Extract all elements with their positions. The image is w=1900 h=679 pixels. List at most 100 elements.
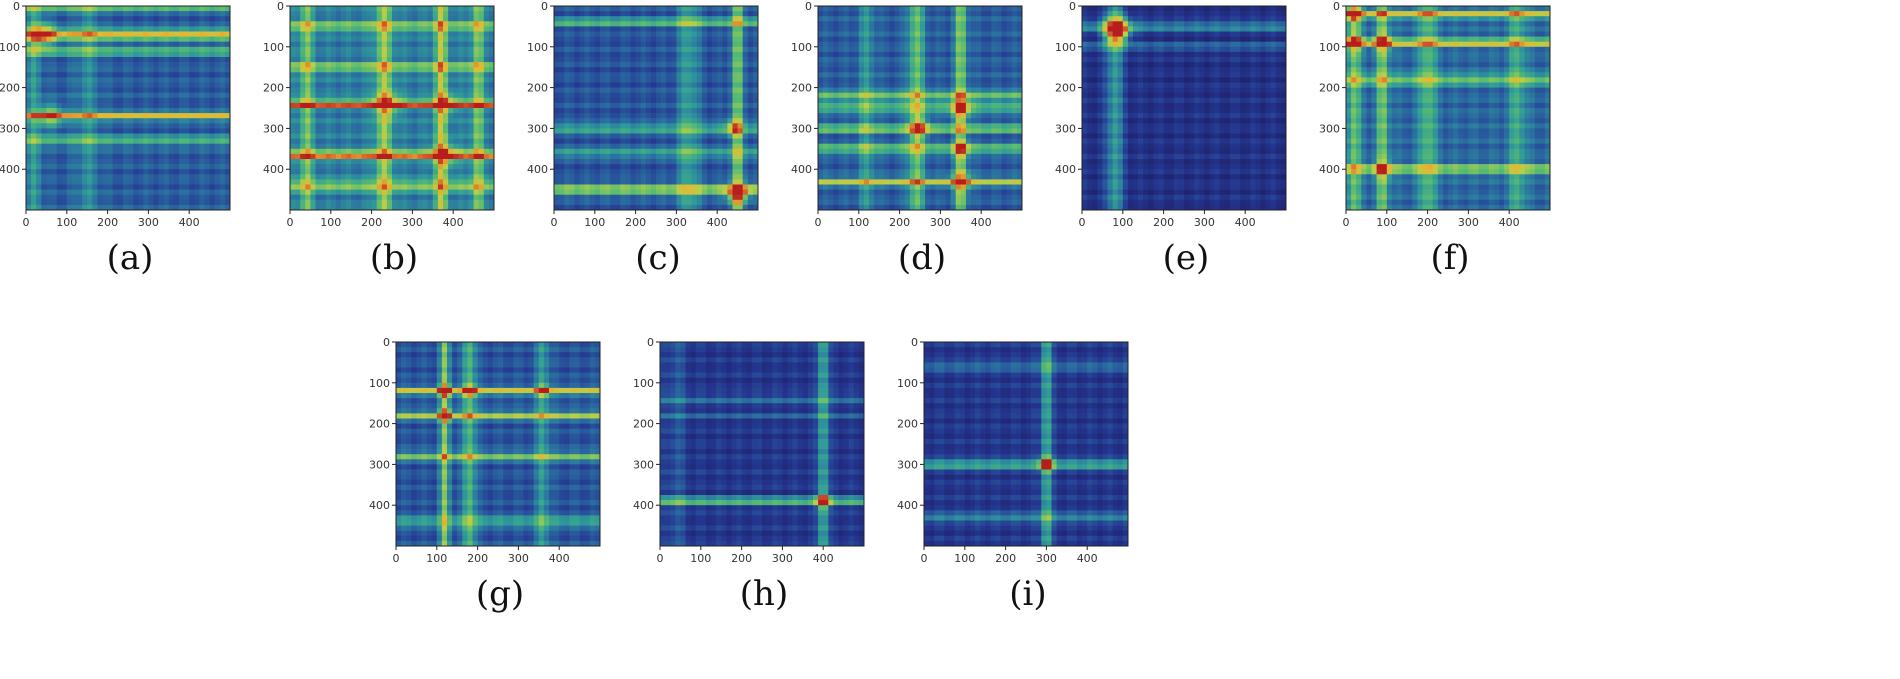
heatmap-cell [138,143,144,150]
heatmap-cell [209,26,216,32]
heatmap-cell [204,194,210,201]
heatmap-cell [82,138,88,145]
heatmap-cell [36,57,42,63]
heatmap-cell [392,72,398,78]
heatmap-cell [87,164,93,170]
heatmap-cell [184,143,190,150]
heatmap-cell [742,41,749,48]
heatmap-cell [26,36,32,43]
heatmap-cell [752,11,759,17]
heatmap-cell [31,41,37,48]
heatmap-cell [71,199,78,206]
heatmap-cell [468,26,474,32]
heatmap-cell [219,184,226,190]
heatmap-cell [107,102,114,109]
heatmap-cell [189,31,195,37]
heatmap-cell [417,102,423,109]
heatmap-cell [361,118,367,124]
heatmap-cell [686,184,693,190]
heatmap-cell [163,199,170,206]
heatmap-cell [163,108,170,114]
heatmap-cell [41,57,47,63]
heatmap-cell [361,41,367,48]
heatmap-cell [320,36,327,43]
heatmap-cell [381,143,388,150]
heatmap-cell [153,57,159,63]
heatmap-cell [26,67,32,73]
heatmap-cell [635,164,642,170]
heatmap-cell [752,16,759,22]
heatmap-cell [564,67,570,73]
heatmap-cell [112,184,119,190]
heatmap-cell [184,21,190,27]
heatmap-cell [914,6,921,12]
heatmap-cell [330,92,337,99]
heatmap-cell [366,118,372,124]
heatmap-cell [605,153,611,160]
heatmap-cell [717,16,723,22]
heatmap-cell [173,199,180,206]
heatmap-cell [453,148,459,155]
heatmap-cell [346,51,352,58]
heatmap-cell [122,67,129,73]
heatmap-cell [483,169,490,175]
heatmap-cell [56,164,63,170]
heatmap-cell [92,159,98,165]
heatmap-cell [189,62,195,68]
heatmap-cell [300,199,306,206]
heatmap-cell [310,16,316,22]
heatmap-cell [97,46,103,53]
heatmap-cell [666,159,672,165]
heatmap-cell [392,143,398,150]
heatmap-cell [168,133,175,139]
heatmap-cell [381,62,388,68]
heatmap-cell [179,143,185,150]
heatmap-cell [453,21,459,27]
heatmap-cell [443,72,449,78]
heatmap-cell [564,123,570,129]
heatmap-cell [376,118,383,124]
heatmap-cell [569,199,575,206]
heatmap-cell [453,189,459,196]
heatmap-cell [645,57,652,63]
heatmap-cell [376,21,383,27]
heatmap-cell [310,67,316,73]
heatmap-cell [564,16,570,22]
heatmap-cell [320,11,327,17]
heatmap-cell [712,36,718,43]
heatmap-cell [61,194,68,201]
heatmap-cell [143,133,149,139]
heatmap-cell [412,179,418,185]
heatmap-cell [138,204,144,211]
heatmap-cell [661,16,667,22]
heatmap-cell [594,46,601,53]
heatmap-cell [463,41,469,48]
heatmap-cell [661,62,667,68]
heatmap-cell [148,199,154,206]
heatmap-cell [996,11,1002,17]
heatmap-cell [31,92,37,99]
heatmap-cell [371,189,378,196]
heatmap-cell [752,77,759,83]
heatmap-cell [640,179,647,185]
heatmap-cell [752,138,759,145]
heatmap-cell [437,123,444,129]
heatmap-cell [453,184,459,190]
heatmap-cell [747,194,754,201]
heatmap-cell [960,6,967,12]
heatmap-cell [564,92,570,99]
heatmap-cell [696,189,703,196]
heatmap-cell [635,51,642,58]
heatmap-cell [194,31,200,37]
heatmap-cell [742,26,749,32]
heatmap-cell [122,87,129,94]
heatmap-cell [163,143,170,150]
heatmap-cell [402,204,408,211]
heatmap-cell [71,97,78,104]
heatmap-cell [696,159,703,165]
heatmap-cell [194,102,200,109]
heatmap-cell [107,16,114,22]
heatmap-cell [620,102,626,109]
heatmap-cell [356,143,362,150]
heatmap-cell [443,92,449,99]
